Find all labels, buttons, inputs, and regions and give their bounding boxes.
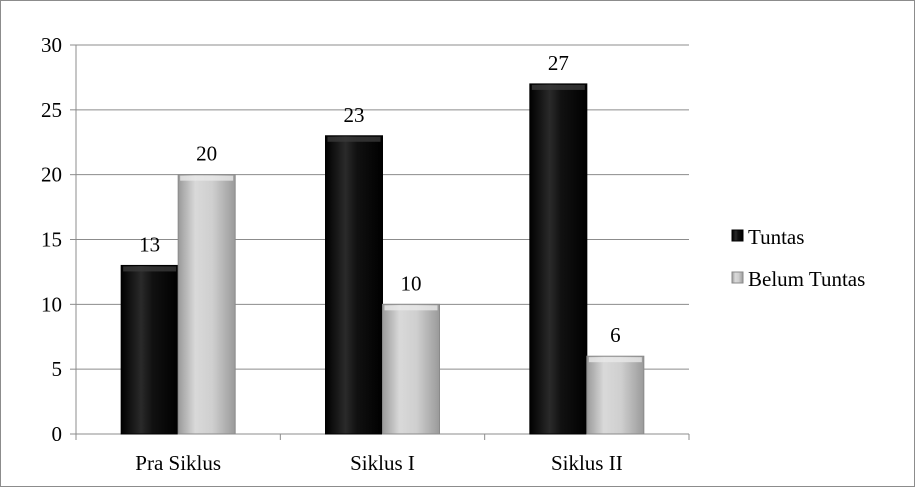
y-tick-label: 10 bbox=[41, 292, 62, 316]
data-labels: 13 20 23 10 27 6 bbox=[139, 51, 620, 347]
legend-label: Tuntas bbox=[748, 225, 804, 249]
bar-bevel bbox=[384, 305, 438, 311]
x-tick-label: Siklus II bbox=[551, 451, 623, 475]
data-label: 10 bbox=[401, 271, 422, 295]
bar-bevel bbox=[123, 266, 177, 272]
bar-bevel bbox=[531, 84, 585, 90]
data-label: 13 bbox=[139, 232, 160, 256]
data-label: 23 bbox=[344, 103, 365, 127]
x-tick-label: Pra Siklus bbox=[135, 451, 221, 475]
bar-bevel bbox=[588, 357, 642, 363]
y-tick-label: 30 bbox=[41, 33, 62, 57]
bar-belum-tuntas bbox=[382, 303, 440, 435]
bar-tuntas bbox=[325, 135, 383, 435]
data-label: 20 bbox=[196, 142, 217, 166]
bars bbox=[120, 83, 645, 435]
bar-bevel bbox=[180, 175, 234, 181]
bar-tuntas bbox=[120, 264, 179, 435]
legend-label: Belum Tuntas bbox=[748, 267, 865, 291]
axes: 0 5 10 15 20 25 30 Pra Siklus Siklus I Siklus II bbox=[41, 33, 690, 475]
bar-bevel bbox=[327, 136, 381, 142]
bar-belum-tuntas bbox=[177, 174, 236, 435]
x-tick-label: Siklus I bbox=[350, 451, 415, 475]
legend-swatch bbox=[731, 271, 744, 284]
data-label: 27 bbox=[548, 51, 569, 75]
y-tick-label: 25 bbox=[41, 98, 62, 122]
y-tick-label: 5 bbox=[52, 357, 63, 381]
bar-tuntas bbox=[529, 83, 588, 435]
legend: Tuntas Belum Tuntas bbox=[731, 225, 865, 291]
bar-belum-tuntas bbox=[586, 355, 645, 435]
legend-swatch bbox=[731, 229, 744, 242]
data-label: 6 bbox=[610, 323, 621, 347]
y-tick-label: 15 bbox=[41, 228, 62, 252]
y-tick-label: 0 bbox=[52, 422, 63, 446]
y-tick-label: 20 bbox=[41, 163, 62, 187]
